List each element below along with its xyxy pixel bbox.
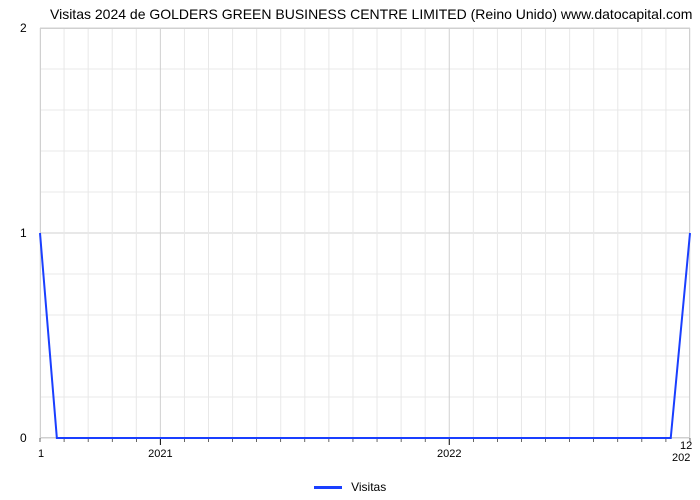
series-line-visitas	[40, 233, 690, 438]
x-axis-start-label: 1	[38, 448, 44, 460]
chart-plot	[40, 28, 690, 438]
legend-swatch	[314, 486, 342, 489]
y-tick-label: 1	[20, 226, 27, 240]
chart-title: Visitas 2024 de GOLDERS GREEN BUSINESS C…	[50, 6, 692, 22]
chart-legend: Visitas	[0, 479, 700, 494]
y-tick-label: 2	[20, 21, 27, 35]
legend-label: Visitas	[351, 480, 386, 494]
x-tick-label: 2022	[437, 448, 461, 460]
x-tick-label: 2021	[148, 448, 172, 460]
x-axis-end-label: 12	[680, 440, 692, 452]
x-axis-end-label-2: 202	[672, 452, 690, 464]
y-tick-label: 0	[20, 431, 27, 445]
